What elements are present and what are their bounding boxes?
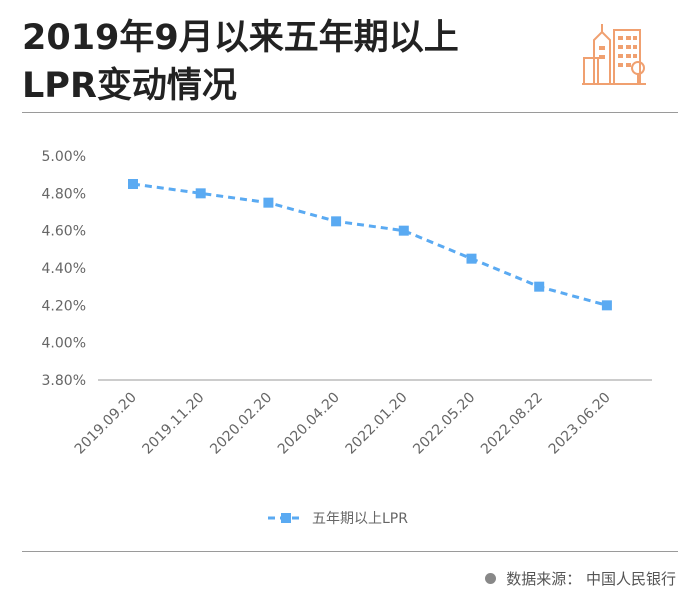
data-point <box>331 216 342 227</box>
source-note: 数据来源： 中国人民银行 <box>485 568 676 589</box>
y-tick-label: 4.40% <box>42 261 86 277</box>
bullet-dot-icon <box>485 573 497 584</box>
data-point <box>534 281 545 292</box>
city-buildings-icon <box>582 24 646 85</box>
y-tick-label: 5.00% <box>42 149 86 165</box>
x-tick-label: 2020.04.20 <box>275 390 343 458</box>
chart-area: 5.00% 4.80% 4.60% 4.40% 4.20% 4.00% 3.80% 2019.… <box>0 120 700 550</box>
x-tick-label: 2022.01.20 <box>343 390 411 458</box>
footer-divider <box>22 551 678 552</box>
data-point <box>263 197 274 208</box>
x-tick-label: 2022.08.22 <box>478 390 546 458</box>
y-tick-label: 4.20% <box>42 298 86 314</box>
x-tick-label: 2019.11.20 <box>140 390 208 458</box>
page-title-line-1: 2019年9月以来五年期以上 <box>22 18 459 58</box>
header-divider <box>22 112 678 113</box>
x-tick-label: 2020.02.20 <box>207 390 275 458</box>
line-chart: 5.00%4.80%4.60%4.40%4.20%4.00%3.80%2019.… <box>42 149 652 527</box>
x-tick-label: 2022.05.20 <box>410 390 478 458</box>
data-point <box>466 253 477 264</box>
source-text: 数据来源： 中国人民银行 <box>506 570 676 588</box>
x-tick-label: 2019.09.20 <box>72 390 140 458</box>
legend-marker <box>281 513 291 523</box>
page-header: 2019年9月以来五年期以上 LPR变动情况 <box>22 14 562 110</box>
y-tick-label: 3.80% <box>42 373 86 389</box>
legend-label: 五年期以上LPR <box>312 511 408 527</box>
data-point <box>601 300 612 311</box>
x-tick-label: 2023.06.20 <box>546 390 614 458</box>
y-tick-label: 4.00% <box>42 336 86 352</box>
data-point <box>195 188 206 199</box>
y-tick-label: 4.60% <box>42 224 86 240</box>
page-title-line-2: LPR变动情况 <box>22 66 237 106</box>
data-point <box>128 179 138 189</box>
series-line-five-year-lpr <box>132 182 608 307</box>
data-point <box>398 225 409 236</box>
y-tick-label: 4.80% <box>42 186 86 202</box>
